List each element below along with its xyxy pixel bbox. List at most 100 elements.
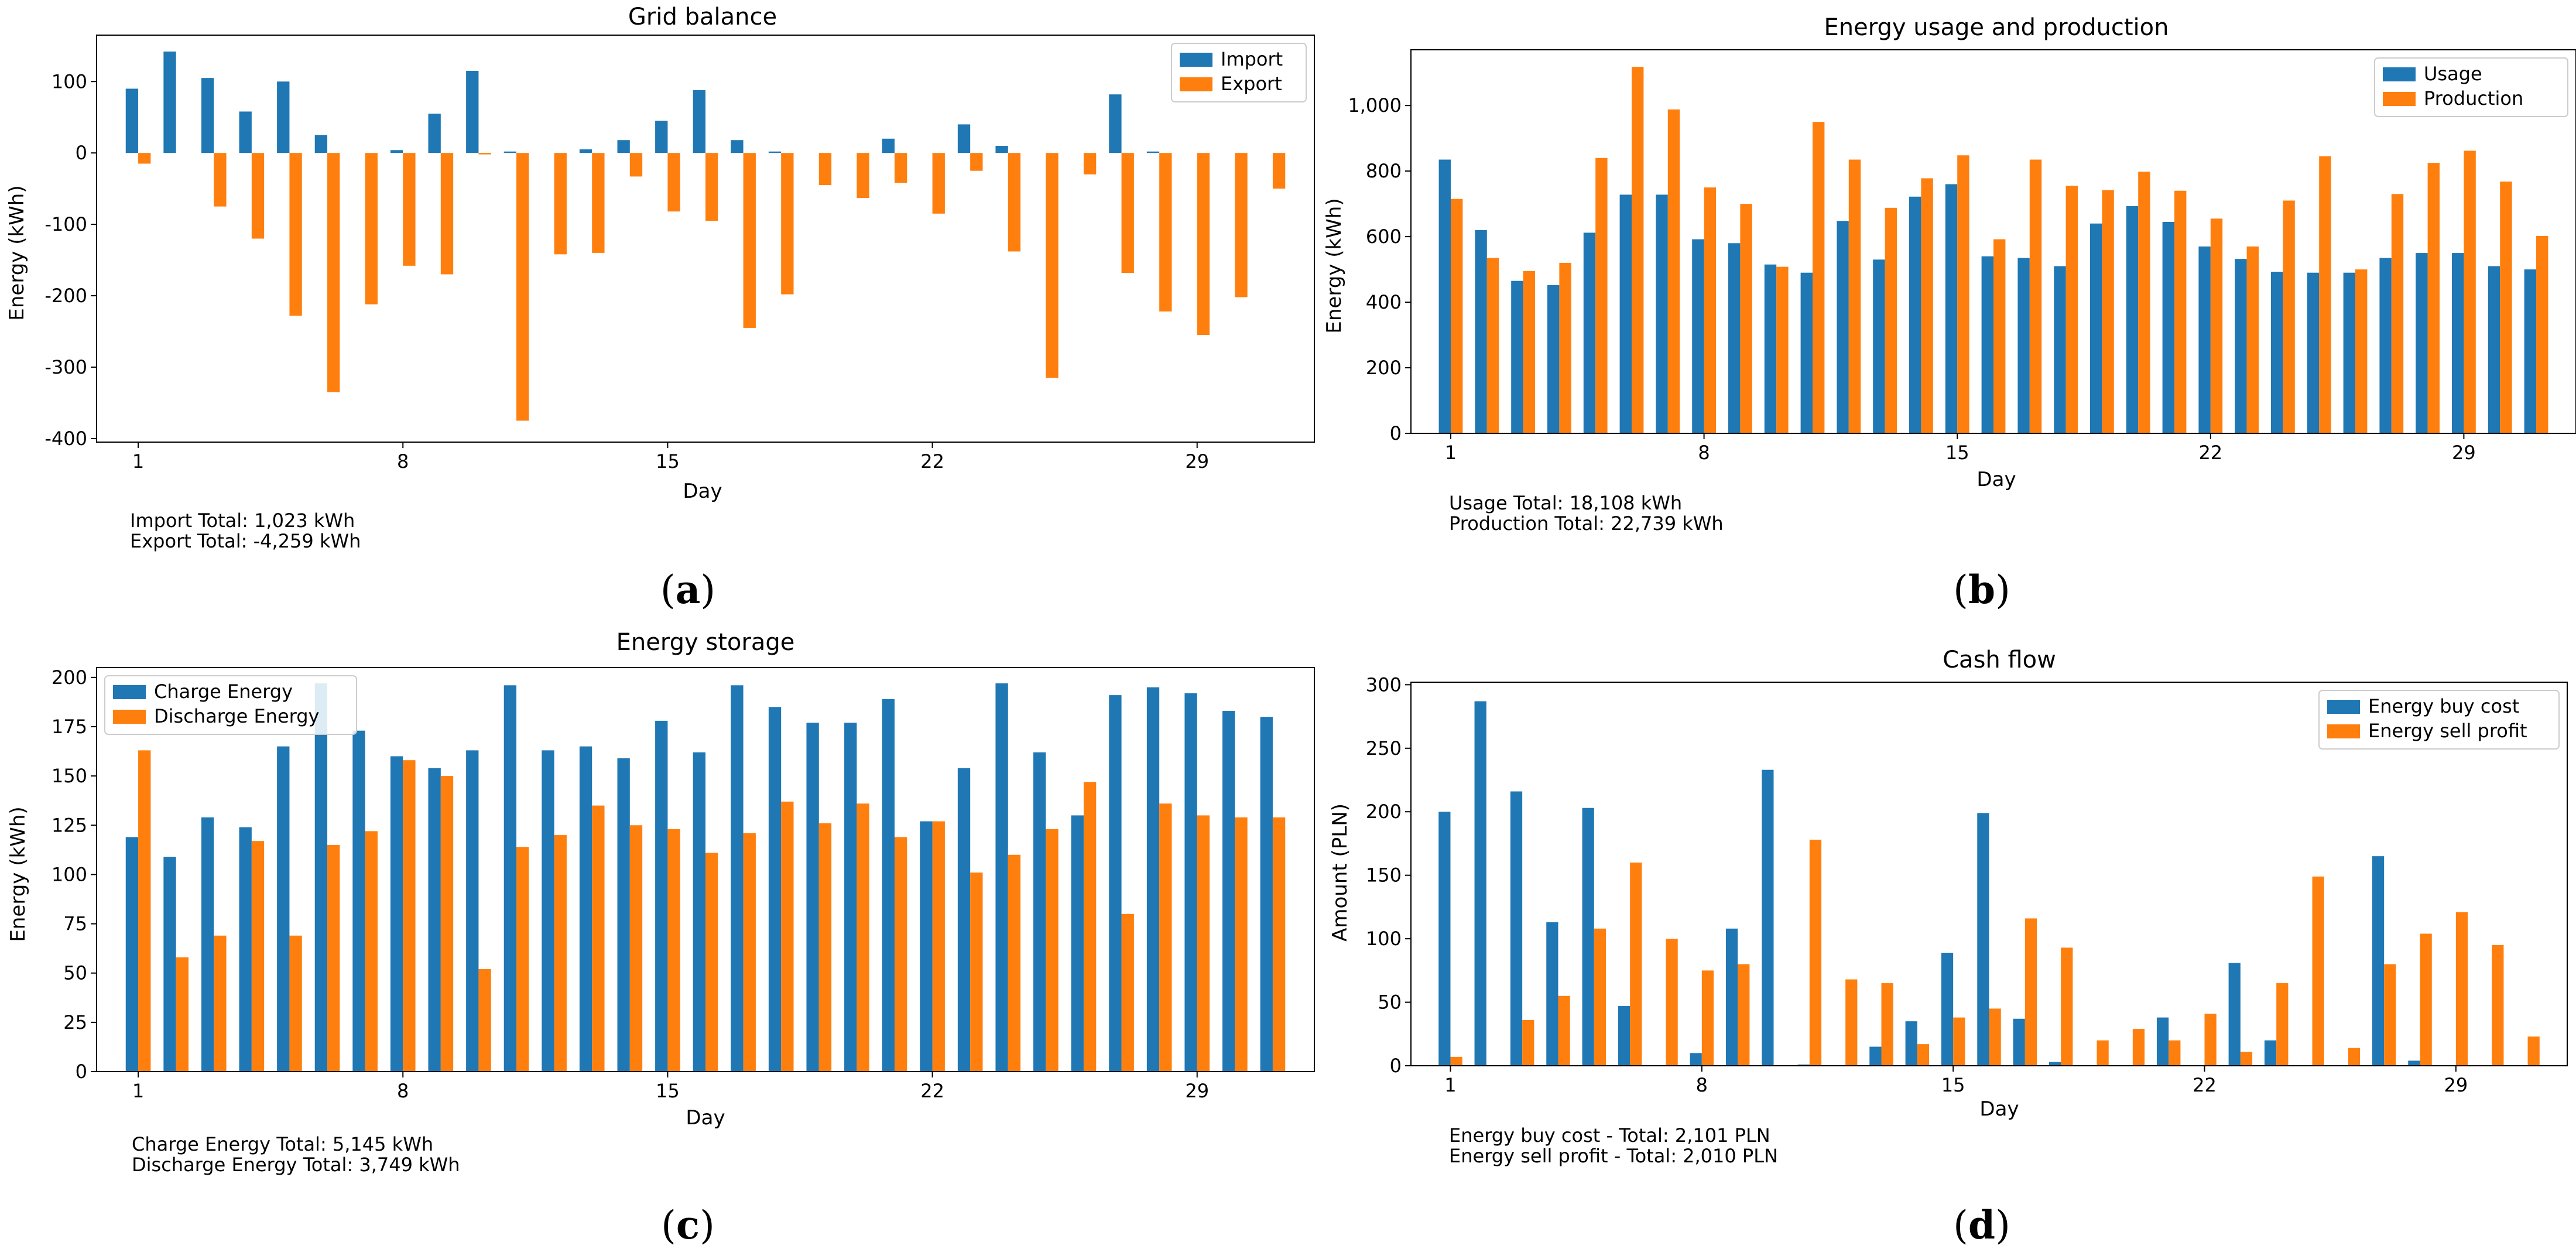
bar (2455, 912, 2468, 1066)
bar (251, 841, 265, 1072)
y-tick-label: 175 (52, 716, 87, 738)
y-tick-label: 200 (1366, 800, 1402, 823)
bar (617, 758, 630, 1072)
bar (2427, 163, 2440, 433)
bar (327, 844, 340, 1072)
y-tick-label: 250 (1366, 737, 1402, 759)
y-tick-label: 1,000 (1348, 94, 1402, 117)
bar (2536, 235, 2548, 433)
bar (806, 723, 819, 1072)
x-tick-label: 22 (2193, 1074, 2217, 1096)
panel-label: (b) (1953, 567, 2010, 613)
bar (2235, 259, 2247, 433)
bar (2319, 156, 2331, 433)
bar (655, 720, 668, 1072)
bar (365, 831, 378, 1072)
chart-title: Energy storage (616, 629, 795, 656)
y-tick-label: 100 (52, 863, 87, 885)
chart-title: Cash flow (1943, 646, 2056, 673)
x-axis-label: Day (1979, 1097, 2019, 1121)
bar (693, 752, 705, 1072)
bar (1121, 153, 1134, 273)
y-tick-label: 25 (63, 1011, 87, 1034)
x-tick-label: 29 (1185, 1080, 1209, 1102)
bar (2420, 933, 2432, 1066)
legend: Import Export (1171, 43, 1307, 102)
x-tick-label: 15 (1941, 1074, 1965, 1096)
bar (1008, 153, 1021, 252)
bar (857, 153, 869, 198)
bar (579, 149, 592, 153)
bar (2210, 218, 2223, 433)
y-tick-label: 75 (63, 913, 87, 935)
bar (1071, 815, 1084, 1072)
axes-frame (96, 667, 1315, 1072)
bar (957, 768, 971, 1072)
bar (125, 88, 139, 153)
bar (2379, 258, 2392, 433)
bar (1809, 839, 1822, 1066)
axes-frame (96, 35, 1315, 443)
bar (731, 140, 744, 153)
bar (2169, 1040, 2181, 1066)
x-tick-label: 22 (920, 1080, 944, 1102)
bar (1917, 1044, 1930, 1066)
bar (478, 153, 491, 155)
y-tick-label: 400 (1366, 291, 1402, 313)
bar (554, 835, 567, 1072)
bar (693, 90, 705, 153)
bar (1905, 1021, 1917, 1066)
bar (1812, 122, 1825, 433)
bar (1953, 1017, 1965, 1066)
bar (2408, 1060, 2420, 1066)
chart-title: Energy usage and production (1824, 14, 2169, 41)
bar (970, 873, 983, 1072)
panel-label: (c) (661, 1202, 715, 1248)
bar (2132, 1029, 2145, 1066)
bar (2348, 1048, 2361, 1066)
footer-line-1: Charge Energy Total: 5,145 kWh (132, 1133, 433, 1155)
bar (781, 153, 794, 295)
bar (1146, 151, 1160, 153)
bar (1800, 272, 1813, 433)
bar (1728, 243, 1741, 433)
bar (1692, 239, 1704, 433)
bar (2343, 272, 2356, 433)
bar (2488, 266, 2500, 433)
bar (2013, 1018, 2025, 1066)
bar (2464, 150, 2476, 433)
bar (1438, 159, 1451, 433)
y-tick-label: 150 (1366, 864, 1402, 887)
bar (2228, 963, 2241, 1066)
legend-box (104, 675, 357, 735)
x-tick-label: 1 (132, 450, 144, 473)
bar (2264, 1040, 2277, 1066)
bar (1197, 153, 1210, 336)
footer-line-1: Usage Total: 18,108 kWh (1449, 492, 1682, 514)
footer-line-1: Energy buy cost - Total: 2,101 PLN (1449, 1124, 1770, 1147)
plot-area: 100 0 -100 -200 -300 -400 1 8 15 22 29 Import Export (44, 35, 1315, 473)
bar (1450, 1056, 1462, 1066)
bar (403, 760, 416, 1072)
x-tick-label: 29 (1185, 450, 1209, 473)
bar (1197, 815, 1210, 1072)
x-axis-label: Day (686, 1106, 725, 1130)
bar (390, 756, 403, 1072)
bar (2138, 172, 2150, 433)
bar (1666, 939, 1678, 1066)
bar (1762, 769, 1774, 1066)
bar (1738, 964, 1750, 1066)
y-axis-label: Energy (kWh) (1323, 198, 1346, 333)
footer-line-2: Export Total: -4,259 kWh (130, 530, 361, 552)
plot-area: 0 25 50 75 100 125 150 175 200 1 8 15 22 29 Charge Ene… (52, 666, 1315, 1102)
bar (277, 746, 290, 1072)
footer-line-2: Energy sell profit - Total: 2,010 PLN (1449, 1145, 1778, 1167)
bar (2204, 1014, 2217, 1066)
bar (1260, 717, 1273, 1072)
y-tick-label: -400 (44, 427, 87, 450)
series-1 (125, 52, 1160, 153)
bar (466, 70, 479, 153)
bar (163, 857, 176, 1072)
bar (1235, 817, 1248, 1072)
bar (2049, 1062, 2061, 1066)
